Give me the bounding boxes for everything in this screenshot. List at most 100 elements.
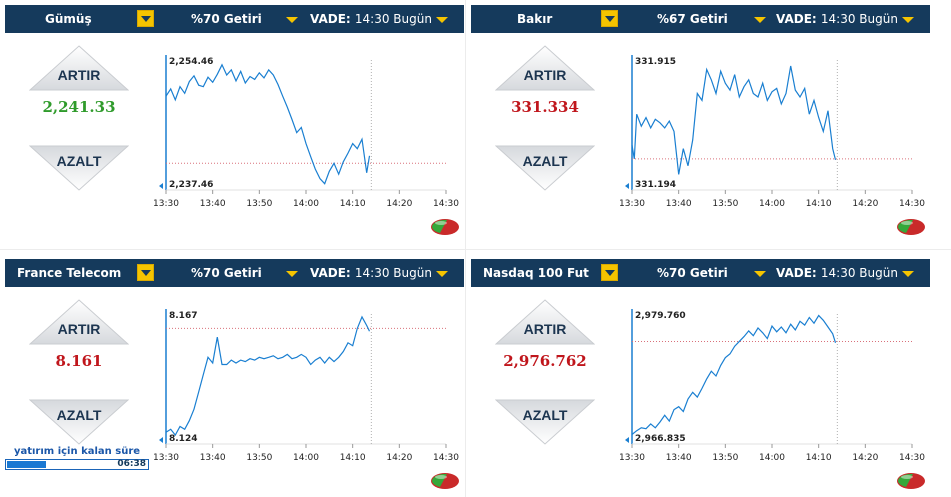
up-arrow-icon [29,299,129,345]
x-tick-label: 13:30 [619,453,645,463]
buy-button[interactable]: ARTIR [495,45,595,91]
down-arrow-icon [495,399,595,445]
return-dropdown-icon[interactable] [286,271,298,277]
return-label[interactable]: %70 Getiri [657,266,728,280]
expiry-dropdown-icon[interactable] [436,271,448,277]
y-max-label: 331.915 [635,57,676,67]
asset-dropdown-button[interactable] [601,10,618,27]
expiry-label[interactable]: VADE: 14:30 Bugün [776,12,898,26]
sell-button[interactable]: AZALT [29,399,129,445]
y-min-label: 331.194 [635,180,676,190]
up-arrow-icon [495,45,595,91]
return-dropdown-icon[interactable] [754,271,766,277]
down-arrow-icon [495,145,595,191]
x-tick-label: 13:40 [200,199,226,209]
axis-marker-icon [159,183,163,189]
y-min-label: 8.124 [169,434,197,444]
asset-name: Bakır [517,12,553,26]
green-red-pill-icon[interactable] [430,470,460,489]
current-price: 2,976.762 [503,352,587,370]
expiry-value: 14:30 Bugün [820,266,898,280]
axis-marker-icon [159,437,163,443]
asset-dropdown-button[interactable] [601,264,618,281]
asset-name: Gümüş [45,12,92,26]
x-tick-label: 13:40 [666,199,692,209]
sell-label: AZALT [522,407,568,423]
panel-header: Gümüş %70 Getiri VADE: 14:30 Bugün [5,5,464,33]
sell-button[interactable]: AZALT [495,399,595,445]
return-label[interactable]: %67 Getiri [657,12,728,26]
expiry-value: 14:30 Bugün [354,12,432,26]
price-series-line [165,63,371,185]
x-tick-label: 14:10 [340,199,366,209]
return-label[interactable]: %70 Getiri [191,266,262,280]
sell-label: AZALT [56,153,102,169]
trade-controls: ARTIR 8.161 AZALT [29,299,129,449]
x-tick-label: 13:50 [712,199,738,209]
x-tick-label: 13:30 [619,199,645,209]
y-min-label: 2,237.46 [169,180,213,190]
buy-label: ARTIR [523,67,567,83]
remaining-time-label: yatırım için kalan süre [13,446,141,457]
axis-marker-icon [625,437,629,443]
expiry-label[interactable]: VADE: 14:30 Bugün [310,12,432,26]
asset-name: Nasdaq 100 Fut [483,266,589,280]
panel-header: Bakır %67 Getiri VADE: 14:30 Bugün [471,5,930,33]
price-chart-svg: 8.167 8.124 13:30 13:40 13:50 14:00 14:10 14:20… [153,309,459,463]
down-arrow-icon [29,399,129,445]
y-max-label: 2,254.46 [169,57,213,67]
price-series-line [165,315,371,437]
remaining-time-value: 06:38 [117,459,146,469]
trade-panel-2: Bakır %67 Getiri VADE: 14:30 Bugün ARTIR 331… [471,5,930,245]
price-series-line [631,65,837,175]
asset-dropdown-button[interactable] [137,10,154,27]
expiry-dropdown-icon[interactable] [902,17,914,23]
expiry-label[interactable]: VADE: 14:30 Bugün [776,266,898,280]
return-label[interactable]: %70 Getiri [191,12,262,26]
y-min-label: 2,966.835 [635,434,686,444]
x-tick-label: 14:20 [386,199,412,209]
sell-button[interactable]: AZALT [29,145,129,191]
expiry-caption: VADE: [776,12,817,26]
return-dropdown-icon[interactable] [286,17,298,23]
green-red-pill-icon[interactable] [896,216,926,235]
x-tick-label: 13:50 [246,453,272,463]
current-price: 2,241.33 [42,98,116,116]
trade-panel-3: France Telecom %70 Getiri VADE: 14:30 Bugü… [5,259,464,497]
current-price: 8.161 [55,352,103,370]
expiry-dropdown-icon[interactable] [902,271,914,277]
buy-label: ARTIR [57,321,101,337]
buy-button[interactable]: ARTIR [29,45,129,91]
x-tick-label: 14:00 [759,453,785,463]
trade-panel-4: Nasdaq 100 Fut %70 Getiri VADE: 14:30 Bugü… [471,259,930,497]
y-max-label: 2,979.760 [635,311,686,321]
expiry-caption: VADE: [310,266,351,280]
asset-dropdown-button[interactable] [137,264,154,281]
expiry-dropdown-icon[interactable] [436,17,448,23]
price-chart-svg: 331.915 331.194 13:30 13:40 13:50 14:00 14:10 1… [619,55,925,209]
price-series-line [631,314,837,435]
sell-label: AZALT [56,407,102,423]
buy-button[interactable]: ARTIR [29,299,129,345]
green-red-pill-icon[interactable] [430,216,460,235]
expiry-caption: VADE: [310,12,351,26]
horizontal-separator [0,249,951,250]
up-arrow-icon [495,299,595,345]
expiry-label[interactable]: VADE: 14:30 Bugün [310,266,432,280]
trade-controls: ARTIR 2,241.33 AZALT [29,45,129,195]
return-dropdown-icon[interactable] [754,17,766,23]
sell-button[interactable]: AZALT [495,145,595,191]
x-tick-label: 14:30 [899,453,925,463]
buy-label: ARTIR [523,321,567,337]
price-chart: 2,254.46 2,237.46 13:30 13:40 13:50 14:00 14:1… [153,35,459,220]
price-chart: 331.915 331.194 13:30 13:40 13:50 14:00 14:10 1… [619,35,925,220]
green-red-pill-icon[interactable] [896,470,926,489]
price-chart: 2,979.760 2,966.835 13:30 13:40 13:50 14:00 14… [619,289,925,474]
remaining-time-bar: 06:38 [5,459,149,470]
asset-name: France Telecom [17,266,122,280]
buy-button[interactable]: ARTIR [495,299,595,345]
x-tick-label: 13:50 [246,199,272,209]
current-price: 331.334 [511,98,579,116]
price-chart-svg: 2,254.46 2,237.46 13:30 13:40 13:50 14:00 14:1… [153,55,459,209]
x-tick-label: 14:10 [806,453,832,463]
